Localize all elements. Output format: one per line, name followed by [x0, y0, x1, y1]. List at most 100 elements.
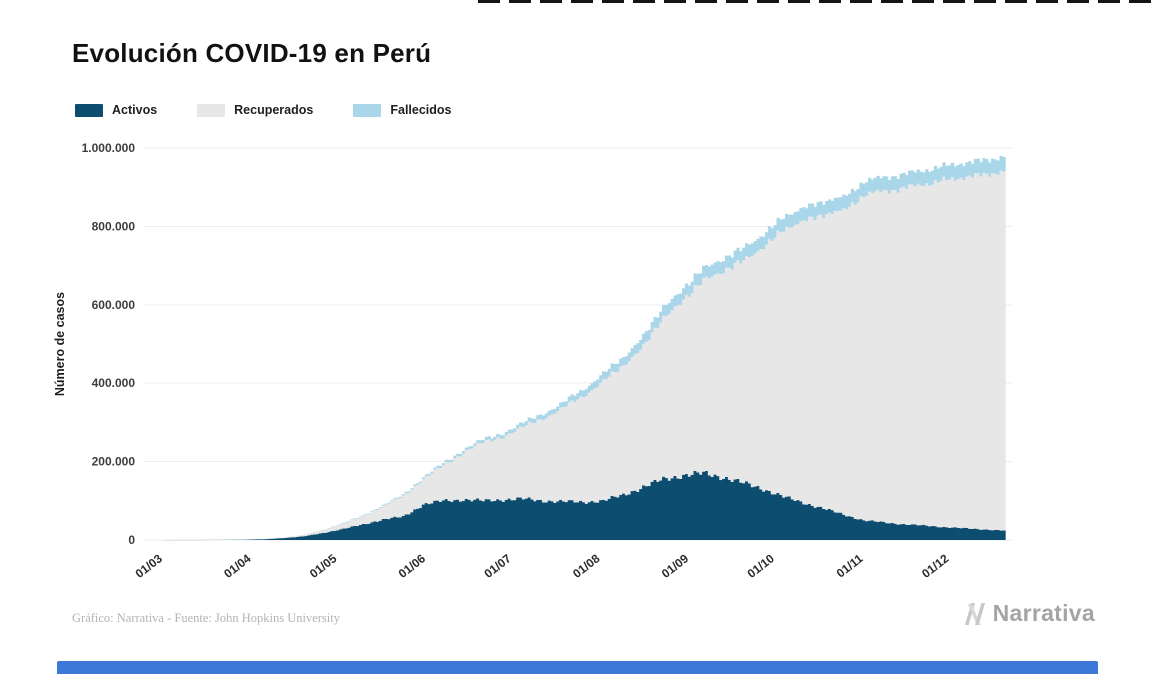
- bar-fallecidos: [501, 435, 506, 439]
- bar-activos: [647, 486, 652, 540]
- bar-activos: [464, 498, 468, 540]
- bar-activos: [670, 478, 674, 540]
- bar-activos: [278, 538, 283, 540]
- bar-recuperados: [593, 388, 597, 503]
- bar-recuperados: [596, 386, 600, 503]
- bar-recuperados: [716, 273, 720, 477]
- bar-recuperados: [845, 209, 849, 517]
- legend-item-activos: Activos: [75, 103, 157, 117]
- bar-activos: [973, 528, 978, 540]
- bar-fallecidos: [856, 188, 860, 203]
- bar-activos: [530, 499, 534, 540]
- bar-activos: [510, 500, 514, 540]
- bar-fallecidos: [581, 390, 586, 398]
- bar-activos: [604, 500, 609, 540]
- bar-recuperados: [988, 176, 992, 531]
- bar-fallecidos: [902, 172, 906, 187]
- bar-fallecidos: [390, 500, 394, 502]
- bar-activos: [301, 536, 305, 540]
- bar-fallecidos: [942, 162, 946, 177]
- bar-activos: [836, 512, 840, 540]
- bar-activos: [607, 498, 611, 540]
- bar-recuperados: [747, 257, 752, 484]
- bar-fallecidos: [519, 422, 523, 427]
- bar-activos: [570, 500, 574, 540]
- bar-activos: [822, 509, 826, 540]
- bar-recuperados: [347, 521, 351, 528]
- bar-activos: [590, 500, 594, 540]
- bar-recuperados: [290, 536, 294, 538]
- bar-activos: [676, 478, 680, 540]
- bar-fallecidos: [704, 264, 709, 277]
- bar-activos: [559, 499, 563, 540]
- bar-recuperados: [908, 184, 912, 526]
- bar-fallecidos: [747, 244, 752, 258]
- bar-activos: [753, 486, 757, 540]
- bar-activos: [799, 501, 803, 540]
- bar-recuperados: [936, 182, 940, 528]
- x-tick-label: 01/11: [834, 551, 866, 580]
- bar-activos: [982, 529, 986, 540]
- bar-fallecidos: [393, 498, 397, 500]
- bar-recuperados: [687, 296, 692, 477]
- bar-activos: [333, 530, 337, 540]
- bar-fallecidos: [713, 262, 717, 275]
- bar-fallecidos: [919, 171, 923, 186]
- bar-activos: [673, 475, 677, 540]
- bar-recuperados: [481, 442, 486, 502]
- bar-activos: [762, 491, 766, 540]
- x-tick-label: 01/08: [570, 551, 603, 581]
- bar-fallecidos: [962, 166, 966, 181]
- y-tick-label: 200.000: [92, 455, 136, 469]
- bar-recuperados: [602, 379, 606, 500]
- bar-recuperados: [696, 285, 700, 473]
- bar-recuperados: [321, 530, 325, 533]
- bar-fallecidos: [753, 241, 757, 254]
- bar-recuperados: [970, 177, 975, 529]
- bar-activos: [376, 521, 380, 540]
- bar-fallecidos: [547, 410, 551, 416]
- bar-fallecidos: [358, 516, 363, 518]
- bar-recuperados: [919, 185, 923, 526]
- bar-activos: [859, 519, 863, 540]
- bar-fallecidos: [639, 339, 643, 350]
- bar-activos: [521, 499, 526, 540]
- bar-activos: [810, 505, 815, 540]
- bar-activos: [496, 499, 500, 540]
- bar-fallecidos: [968, 161, 972, 176]
- bar-fallecidos: [584, 389, 589, 396]
- bar-recuperados: [965, 176, 969, 528]
- bar-fallecidos: [479, 440, 483, 444]
- bar-recuperados: [762, 249, 766, 492]
- bar-activos: [390, 517, 394, 540]
- bar-activos: [853, 518, 857, 540]
- bar-recuperados: [341, 523, 346, 529]
- bar-activos: [793, 500, 797, 540]
- bar-recuperados: [444, 461, 448, 500]
- bar-fallecidos: [653, 317, 657, 328]
- bar-fallecidos: [936, 168, 940, 183]
- bar-activos: [499, 500, 503, 540]
- bar-activos: [264, 539, 268, 540]
- bar-activos: [950, 527, 955, 540]
- bar-recuperados: [456, 456, 460, 500]
- y-tick-label: 1.000.000: [82, 141, 136, 155]
- bar-fallecidos: [610, 363, 614, 372]
- x-tick-label: 01/12: [919, 551, 952, 581]
- bar-recuperados: [433, 469, 437, 501]
- bar-recuperados: [556, 411, 560, 502]
- bar-recuperados: [890, 189, 895, 523]
- bar-recuperados: [564, 406, 569, 503]
- bar-fallecidos: [710, 264, 714, 277]
- bar-fallecidos: [827, 199, 832, 213]
- bar-activos: [905, 524, 909, 540]
- bar-recuperados: [416, 484, 420, 509]
- bar-activos: [324, 532, 328, 540]
- bar-activos: [327, 532, 331, 540]
- bar-activos: [416, 508, 420, 540]
- bar-fallecidos: [541, 415, 546, 421]
- bar-fallecidos: [350, 519, 354, 520]
- bar-fallecidos: [925, 169, 929, 184]
- bar-recuperados: [962, 180, 966, 528]
- bar-recuperados: [622, 365, 626, 494]
